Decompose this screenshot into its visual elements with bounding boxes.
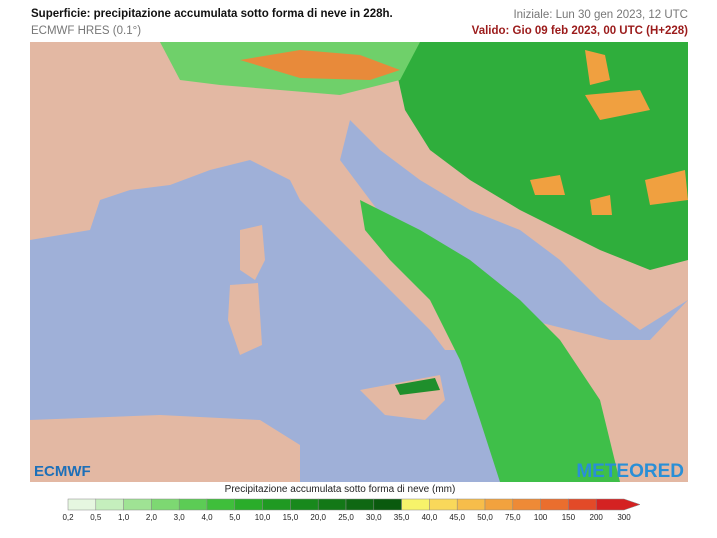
legend-swatch [540, 498, 569, 511]
legend-swatch [95, 498, 124, 511]
legend-swatch [178, 498, 208, 511]
legend-tick-label: 1,0 [118, 513, 130, 522]
valid-time: Valido: Gio 09 feb 2023, 00 UTC (H+228) [471, 25, 688, 37]
legend-tick-label: 100 [534, 513, 548, 522]
legend-swatch [123, 498, 152, 511]
island [228, 225, 265, 355]
land [30, 375, 445, 482]
legend-arrow [595, 498, 641, 511]
legend-tick-label: 75,0 [505, 513, 521, 522]
legend-tick-label: 2,0 [146, 513, 158, 522]
snow-area [360, 200, 620, 482]
legend-tick-label: 3,0 [174, 513, 186, 522]
legend-swatch [151, 498, 180, 511]
legend-tick-label: 4,0 [201, 513, 213, 522]
legend-tick-label: 300 [617, 513, 631, 522]
legend-tick-label: 5,0 [229, 513, 241, 522]
legend-tick-label: 10,0 [255, 513, 271, 522]
legend-swatch [67, 498, 97, 511]
model-name: ECMWF HRES (0.1°) [31, 25, 142, 37]
legend-swatch [206, 498, 236, 511]
legend-title: Precipitazione accumulata sotto forma di… [225, 484, 456, 495]
legend-tick-label: 30,0 [366, 513, 382, 522]
legend-tick-label: 20,0 [310, 513, 326, 522]
snow-area [395, 378, 440, 395]
legend-swatch [456, 498, 486, 511]
legend-swatch [373, 498, 402, 511]
init-time: Iniziale: Lun 30 gen 2023, 12 UTC [513, 9, 688, 21]
legend-swatch [290, 498, 319, 511]
legend-swatch [401, 498, 430, 511]
legend-swatch [234, 498, 263, 511]
map-title: Superficie: precipitazione accumulata so… [31, 8, 393, 20]
snow-max [240, 50, 400, 80]
legend-tick-label: 25,0 [338, 513, 354, 522]
legend-tick-label: 200 [590, 513, 604, 522]
legend-swatch [512, 498, 541, 511]
legend-swatch [429, 498, 458, 511]
legend-swatch [262, 498, 291, 511]
legend-tick-label: 0,5 [90, 513, 102, 522]
legend-swatch [568, 498, 597, 511]
legend-tick-label: 150 [562, 513, 576, 522]
snow-max [530, 50, 688, 215]
legend-tick-label: 50,0 [477, 513, 493, 522]
legend-swatch [484, 498, 514, 511]
legend-tick-label: 40,0 [422, 513, 438, 522]
legend-swatch [345, 498, 375, 511]
legend-tick-label: 15,0 [283, 513, 299, 522]
ecmwf-logo: ECMWF [34, 463, 91, 480]
legend-tick-label: 45,0 [449, 513, 465, 522]
map [30, 42, 688, 482]
legend-tick-label: 0,2 [62, 513, 74, 522]
meteored-logo: METEORED [576, 461, 684, 482]
legend-tick-label: 35,0 [394, 513, 410, 522]
legend-swatch [317, 498, 347, 511]
